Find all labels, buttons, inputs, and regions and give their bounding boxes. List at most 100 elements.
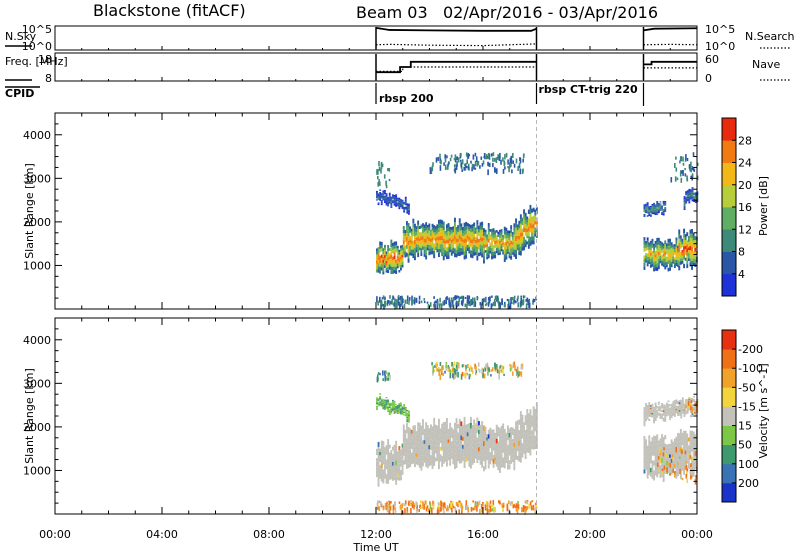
data-cell [651, 241, 654, 245]
data-cell [527, 231, 530, 236]
data-cell [446, 232, 448, 236]
time-axis-label: Time UT [352, 541, 398, 554]
data-cell [678, 256, 681, 262]
data-cell [686, 256, 689, 261]
data-cell [385, 450, 388, 455]
data-cell [384, 201, 386, 203]
data-cell [476, 417, 479, 423]
data-cell [406, 229, 408, 233]
data-cell [376, 195, 378, 197]
data-cell [425, 456, 428, 462]
data-cell [680, 399, 683, 402]
data-cell [518, 251, 521, 256]
data-cell [418, 437, 421, 443]
data-cell [465, 445, 468, 450]
data-cell [376, 199, 378, 201]
scatter-cell [467, 165, 470, 170]
data-cell [460, 230, 463, 234]
data-cell [648, 249, 651, 252]
scatter-cell [680, 447, 683, 453]
velocity-plot-area [376, 318, 699, 516]
data-cell [662, 213, 665, 216]
data-cell [439, 231, 442, 236]
data-cell [406, 414, 409, 416]
data-cell [376, 397, 378, 399]
data-cell [505, 234, 508, 239]
data-cell [418, 422, 421, 428]
data-cell [385, 193, 388, 195]
scatter-cell [693, 399, 696, 402]
data-cell [388, 472, 391, 476]
data-cell [687, 236, 690, 239]
data-cell [400, 456, 402, 460]
scatter-cell [440, 304, 443, 311]
data-cell [449, 226, 452, 230]
data-cell [495, 235, 498, 238]
data-cell [516, 233, 519, 236]
data-cell [648, 404, 651, 407]
data-cell [382, 401, 385, 403]
scatter-cell [378, 179, 380, 183]
data-cell [526, 442, 529, 448]
data-cell [382, 408, 385, 410]
data-cell [672, 246, 675, 250]
data-cell [479, 226, 482, 230]
noise-left-label: N.Sky [5, 30, 37, 43]
velocity-colorbar-swatch [722, 368, 736, 388]
data-cell [404, 251, 407, 255]
data-cell [648, 256, 651, 260]
data-cell [657, 255, 660, 259]
data-cell [664, 408, 667, 411]
data-cell [661, 443, 663, 449]
data-cell [430, 439, 432, 445]
data-cell [507, 425, 509, 431]
scatter-cell [672, 468, 674, 473]
data-cell [648, 402, 651, 405]
data-cell [417, 240, 420, 245]
data-cell [409, 242, 412, 246]
data-cell [393, 198, 396, 200]
data-cell [438, 463, 440, 470]
data-cell [518, 445, 521, 452]
data-cell [379, 475, 382, 479]
data-cell [526, 413, 529, 419]
scatter-cell [477, 368, 480, 371]
data-cell [439, 240, 442, 245]
data-cell [431, 464, 434, 470]
data-cell [410, 456, 413, 461]
scatter-cell [471, 163, 474, 168]
data-cell [410, 231, 413, 235]
data-cell [491, 450, 493, 454]
data-cell [667, 450, 670, 454]
data-cell [410, 252, 413, 256]
data-cell [659, 203, 662, 205]
scatter-cell [384, 503, 387, 509]
scatter-cell [452, 505, 455, 509]
scatter-cell [378, 166, 381, 172]
data-cell [423, 428, 426, 433]
data-cell [495, 429, 498, 434]
data-cell [686, 232, 689, 237]
data-cell [653, 475, 655, 481]
data-cell [454, 458, 456, 464]
scatter-cell [470, 506, 473, 512]
data-cell [656, 416, 659, 418]
y-tick-label: 4000 [23, 334, 51, 347]
scatter-cell [452, 297, 455, 301]
data-cell [497, 242, 500, 245]
scatter-cell [675, 167, 678, 172]
scatter-cell [465, 368, 467, 372]
data-cell [670, 458, 673, 463]
data-cell [681, 244, 684, 248]
data-cell [385, 201, 388, 203]
data-cell [515, 222, 517, 228]
data-cell [430, 429, 432, 435]
frequency-panel: Freq. [MHz] 18 8 60 0 Nave [5, 52, 790, 85]
data-cell [393, 468, 396, 473]
power-colorbar-tick-label: 16 [738, 201, 752, 214]
scatter-cell [435, 157, 438, 163]
scatter-cell [684, 450, 687, 455]
scatter-cell [462, 295, 465, 300]
data-cell [390, 403, 393, 406]
scatter-cell [412, 299, 414, 304]
